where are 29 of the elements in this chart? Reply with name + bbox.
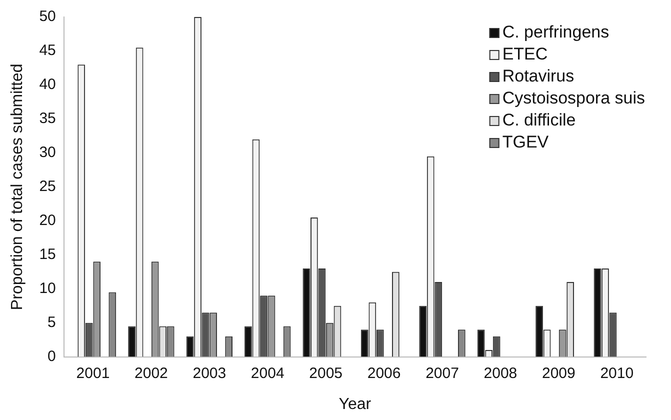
- y-tick-label: 50: [39, 8, 56, 26]
- y-tick-label: 25: [39, 178, 56, 196]
- y-tick-label: 40: [39, 76, 56, 94]
- x-tick-label: 2008: [484, 364, 518, 382]
- x-tick-label: 2009: [542, 364, 576, 382]
- y-tick-label: 10: [39, 280, 56, 297]
- y-tick-label: 5: [48, 314, 56, 331]
- x-tick-label: 2003: [192, 364, 226, 382]
- x-tick-label: 2006: [367, 364, 401, 382]
- y-tick-label: 20: [39, 212, 56, 230]
- x-tick-label: 2007: [426, 364, 459, 382]
- y-tick-label: 0: [48, 348, 56, 365]
- x-tick-label: 2004: [250, 364, 284, 382]
- legend-label: TGEV: [502, 132, 550, 152]
- y-tick-label: 35: [39, 110, 56, 128]
- x-tick-label: 2005: [309, 364, 343, 382]
- x-tick-label: 2001: [76, 364, 110, 382]
- legend-label: C. perfringens: [502, 22, 610, 42]
- legend-label: Rotavirus: [502, 66, 574, 86]
- y-axis-title: Proportion of total cases submitted: [9, 64, 26, 310]
- x-tick-label: 2010: [600, 364, 634, 382]
- legend-label: C. difficile: [502, 110, 576, 130]
- y-tick-label: 45: [39, 42, 56, 60]
- legend-label: Cystoisospora suis: [502, 88, 646, 108]
- y-tick-label: 30: [39, 144, 56, 162]
- x-axis-title: Year: [338, 396, 372, 413]
- x-tick-label: 2002: [134, 364, 168, 382]
- legend-label: ETEC: [502, 44, 548, 64]
- y-tick-label: 15: [39, 246, 56, 263]
